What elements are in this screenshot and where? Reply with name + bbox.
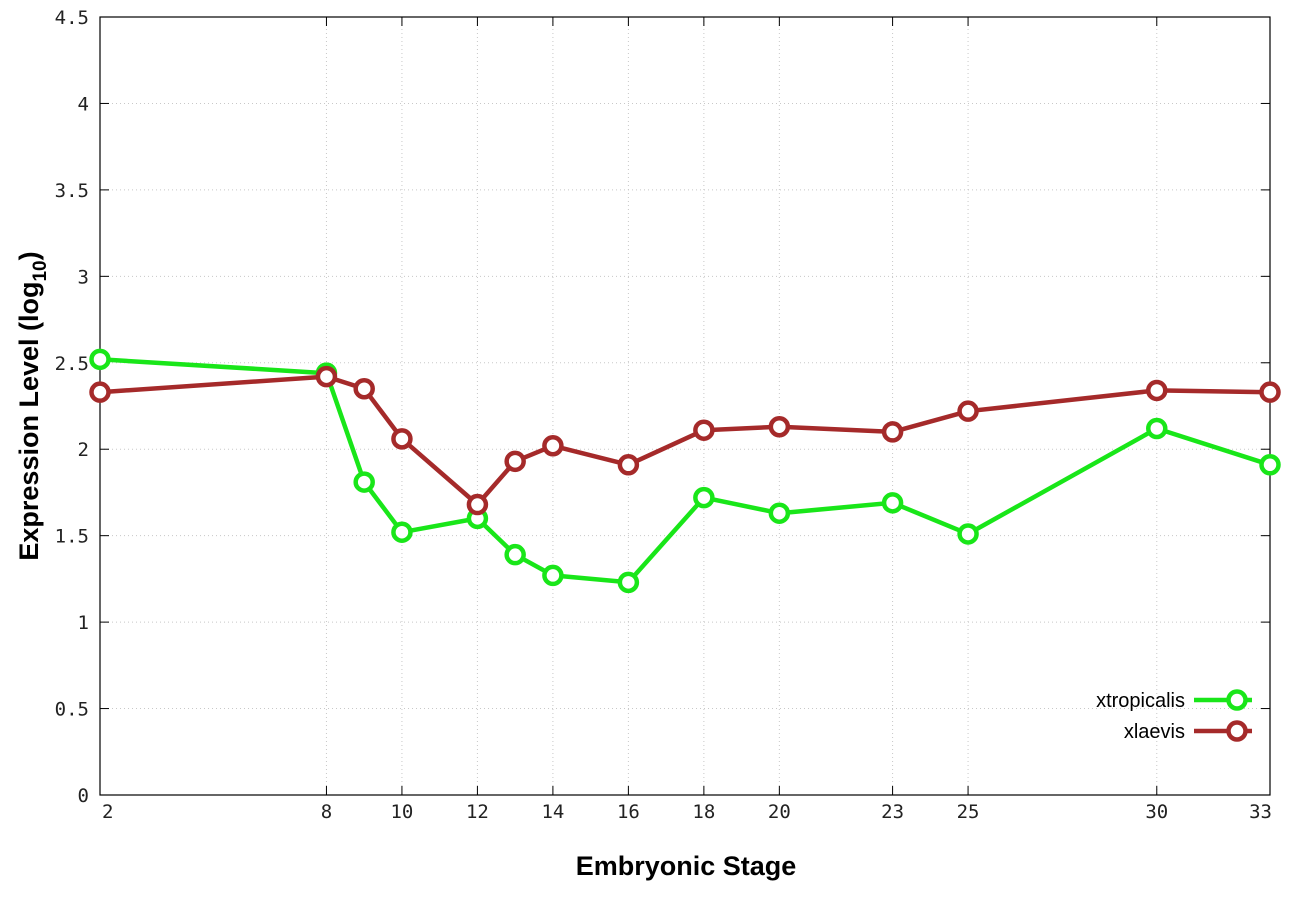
data-point-xlaevis	[353, 377, 375, 400]
data-point-xtropicalis	[693, 486, 715, 509]
x-tick-label: 8	[321, 801, 332, 823]
data-point-xtropicalis	[768, 502, 791, 524]
series	[89, 348, 1281, 594]
data-point-xtropicalis	[617, 571, 640, 594]
data-point-xlaevis	[881, 421, 904, 443]
y-tick-label: 4.5	[55, 7, 89, 29]
data-point-xtropicalis	[1259, 454, 1281, 476]
data-point-xtropicalis	[1146, 417, 1168, 440]
y-tick-label: 1.5	[55, 526, 89, 548]
x-tick-label: 25	[957, 801, 980, 823]
x-tick-label: 2	[102, 801, 113, 823]
data-point-xlaevis	[617, 454, 640, 476]
data-point-xlaevis	[768, 415, 791, 438]
legend: xtropicalis xlaevis	[1096, 689, 1252, 743]
y-tick-label: 1	[78, 612, 89, 634]
data-point-xtropicalis	[542, 564, 564, 587]
legend-label-xtropicalis: xtropicalis	[1096, 690, 1185, 712]
data-point-xlaevis	[1259, 381, 1281, 403]
y-axis-title-subscript: 10	[30, 260, 51, 281]
x-tick-label: 14	[541, 801, 564, 823]
y-tick-label: 3.5	[55, 180, 89, 202]
x-tick-label: 30	[1145, 801, 1168, 823]
data-point-xlaevis	[1146, 379, 1168, 402]
data-point-xtropicalis	[881, 492, 904, 514]
data-point-xtropicalis	[957, 523, 979, 545]
y-tick-label: 4	[78, 93, 89, 115]
legend-label-xlaevis: xlaevis	[1124, 721, 1185, 743]
data-point-xlaevis	[466, 493, 489, 516]
x-tick-label: 23	[881, 801, 904, 823]
plot-frame	[99, 16, 1271, 796]
x-axis-title: Embryonic Stage	[576, 851, 797, 881]
data-point-xlaevis	[693, 419, 715, 441]
data-point-xtropicalis	[391, 521, 413, 543]
legend-swatch-marker	[1226, 689, 1248, 711]
x-tick-label: 10	[390, 801, 413, 823]
x-tick-label: 20	[768, 801, 791, 823]
x-tick-label: 33	[1249, 801, 1272, 823]
y-tick-label: 0.5	[55, 699, 89, 721]
data-point-xlaevis	[315, 365, 338, 388]
y-tick-label: 0	[78, 785, 89, 807]
data-point-xlaevis	[504, 450, 526, 473]
y-axis-title-end: )	[14, 251, 44, 260]
data-point-xlaevis	[957, 400, 979, 422]
data-point-xlaevis	[542, 435, 564, 457]
data-point-xtropicalis	[353, 471, 375, 493]
y-tick-label: 3	[78, 266, 89, 288]
data-point-xlaevis	[391, 428, 413, 450]
grid	[100, 17, 1270, 795]
data-point-xtropicalis	[89, 348, 111, 371]
y-axis-title-main: Expression Level (log	[14, 282, 44, 561]
legend-swatch-marker	[1226, 720, 1248, 742]
y-axis-title: Expression Level (log10)	[14, 251, 51, 560]
x-tick-label: 12	[466, 801, 489, 823]
y-tick-label: 2.5	[55, 353, 89, 375]
series-line-xlaevis	[99, 374, 1271, 507]
x-tick-label: 16	[617, 801, 640, 823]
y-tick-label: 2	[78, 439, 89, 461]
series-line-xtropicalis	[99, 357, 1271, 585]
axis-ticks: 0 0.5 1 1.5 2 2.5 3 3.5 4 4.5 2 8 10 12 14 16 18 20 23 25 30…	[55, 7, 1272, 823]
data-point-xlaevis	[89, 381, 111, 403]
x-tick-label: 18	[692, 801, 715, 823]
data-point-xtropicalis	[504, 543, 526, 566]
